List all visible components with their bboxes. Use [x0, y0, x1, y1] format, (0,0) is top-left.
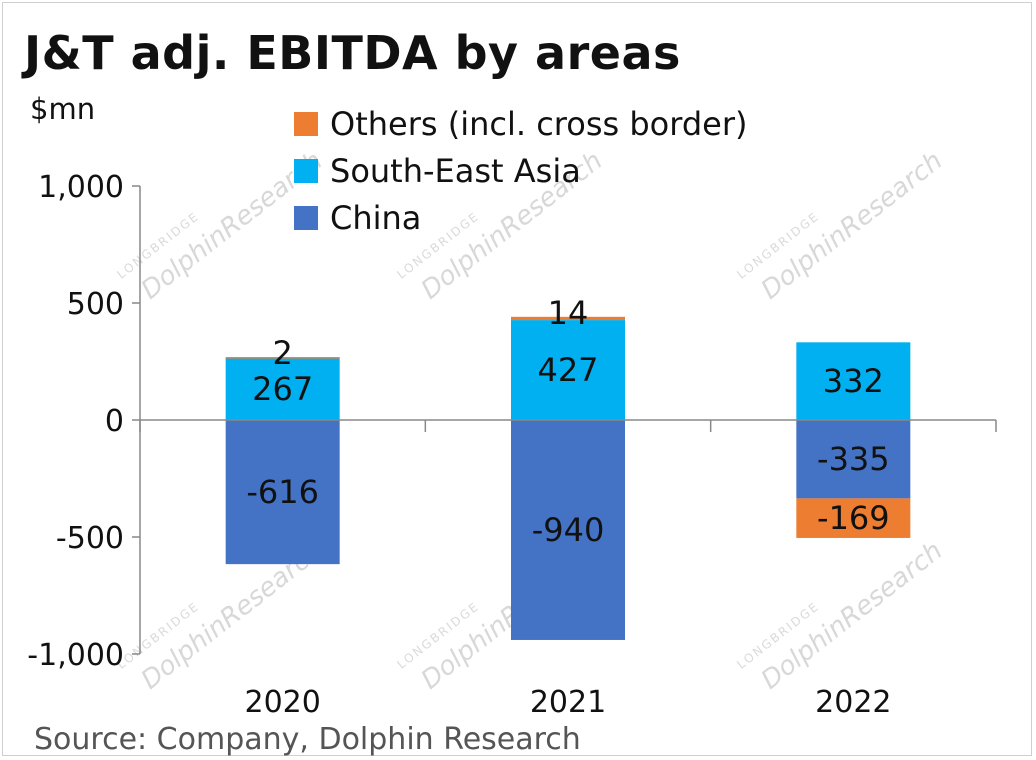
chart-title: J&T adj. EBITDA by areas	[24, 26, 681, 80]
y-tick-label: 500	[67, 287, 124, 322]
data-label: 427	[537, 351, 598, 389]
bar-segment	[796, 342, 911, 420]
watermark-text: DolphinResearch	[756, 536, 948, 696]
x-tick-label: 2022	[815, 685, 891, 720]
data-label: -616	[246, 473, 319, 511]
data-label: -940	[532, 511, 605, 549]
legend-swatch	[294, 206, 318, 230]
data-label: 267	[252, 370, 313, 408]
watermark-text: DolphinResearch	[756, 146, 948, 306]
legend-label: China	[330, 199, 421, 237]
legend-swatch	[294, 159, 318, 183]
bar-segment	[796, 498, 911, 538]
bar-segment	[225, 357, 340, 359]
data-label: -169	[817, 499, 890, 537]
legend-label: South-East Asia	[330, 152, 581, 190]
data-label: -335	[817, 440, 890, 478]
bar-segment	[511, 316, 625, 321]
y-axis-unit-label: $mn	[30, 92, 96, 126]
y-tick-label: -1,000	[27, 638, 124, 673]
x-tick-label: 2020	[244, 685, 320, 720]
bar-segment	[225, 357, 340, 420]
source-note: Source: Company, Dolphin Research	[34, 722, 581, 757]
y-tick-label: 0	[105, 404, 124, 439]
legend-label: Others (incl. cross border)	[330, 105, 747, 143]
data-label: 14	[548, 294, 589, 332]
bar-segment	[511, 420, 625, 640]
bar-segment	[511, 320, 625, 420]
x-tick-label: 2021	[530, 685, 606, 720]
legend-swatch	[294, 112, 318, 136]
y-tick-label: -500	[56, 521, 124, 556]
bar-segment	[796, 420, 911, 499]
bar-segment	[225, 420, 340, 565]
y-tick-label: 1,000	[38, 170, 124, 205]
data-label: 2	[272, 334, 292, 372]
data-label: 332	[823, 362, 884, 400]
